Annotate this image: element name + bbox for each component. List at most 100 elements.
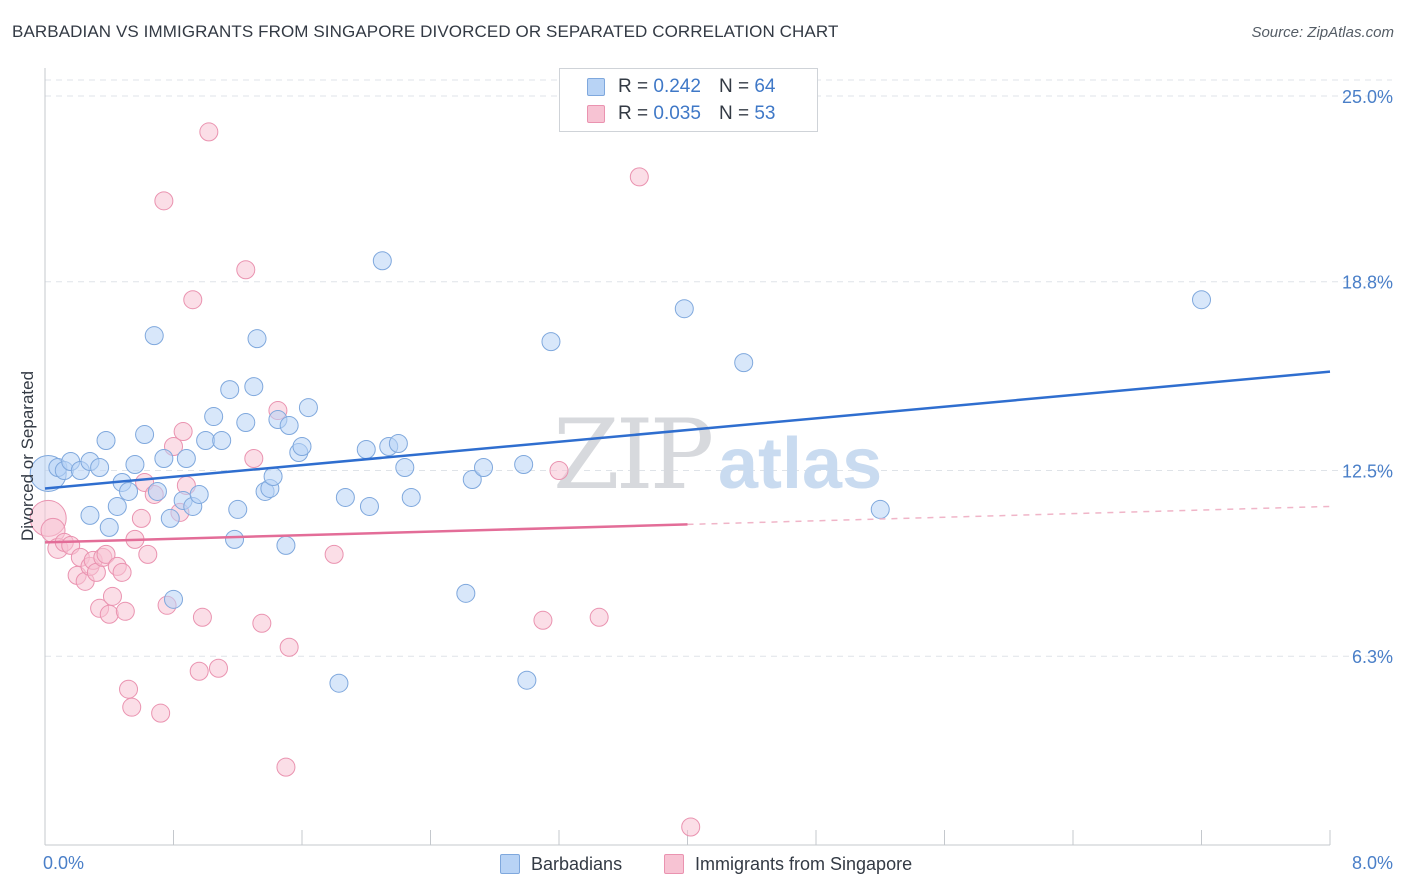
gridlines	[45, 79, 1392, 657]
data-point	[119, 481, 139, 501]
data-point	[462, 469, 482, 489]
data-point	[681, 817, 701, 837]
data-point	[517, 670, 537, 690]
data-point	[514, 454, 534, 474]
data-point	[236, 260, 256, 280]
series-legend: Barbadians Immigrants from Singapore	[0, 851, 1406, 877]
data-point	[173, 422, 193, 442]
data-point	[870, 499, 890, 519]
data-point	[734, 353, 754, 373]
data-point	[247, 329, 267, 349]
data-point	[474, 457, 494, 477]
data-point	[115, 601, 135, 621]
legend-item-singapore[interactable]: Immigrants from Singapore	[664, 851, 912, 877]
data-point	[147, 481, 167, 501]
data-point	[199, 122, 219, 142]
data-point	[292, 437, 312, 457]
legend-r-value: 0.242	[653, 76, 701, 97]
data-point	[176, 449, 196, 468]
trend-line-barbadians	[44, 370, 1331, 490]
data-point	[96, 544, 116, 564]
legend-n-value: 64	[754, 76, 776, 97]
data-point	[228, 499, 248, 519]
data-point	[276, 757, 296, 777]
data-point	[401, 487, 421, 507]
legend-swatch-pink	[664, 854, 684, 874]
data-point	[279, 416, 299, 436]
data-point	[144, 326, 164, 346]
data-point	[80, 505, 100, 525]
data-point	[122, 697, 142, 717]
legend-row-singapore: R = 0.035 N = 53	[560, 101, 775, 127]
legend-n-value: 53	[754, 103, 776, 124]
data-point	[456, 583, 476, 603]
x-tick-label-min: 0.0%	[43, 853, 84, 873]
data-point	[236, 413, 256, 433]
legend-r-label: R =	[618, 76, 649, 97]
data-point	[359, 496, 379, 516]
legend-swatch-blue	[500, 854, 520, 874]
data-point	[329, 673, 349, 693]
data-point	[154, 191, 174, 211]
data-point	[225, 529, 245, 549]
data-point	[533, 610, 553, 630]
data-point	[189, 484, 209, 504]
data-point	[160, 508, 180, 528]
data-point	[135, 425, 155, 445]
correlation-legend: R = 0.242 N = 64 R = 0.035 N = 53	[559, 68, 818, 132]
watermark: ZIP atlas	[553, 399, 882, 511]
data-point	[208, 658, 228, 678]
data-point	[138, 544, 158, 564]
data-point	[244, 377, 264, 397]
data-point	[388, 434, 408, 454]
trend-line-singapore	[44, 523, 688, 544]
x-tick-labels: 0.0% 8.0%	[43, 853, 1393, 873]
data-point	[151, 703, 171, 723]
legend-label-singapore: Immigrants from Singapore	[695, 853, 913, 874]
data-point	[125, 454, 145, 474]
legend-label-barbadians: Barbadians	[531, 853, 623, 874]
data-point	[154, 449, 174, 468]
data-point	[395, 457, 415, 477]
legend-r-value: 0.035	[653, 103, 701, 124]
data-point	[112, 562, 132, 582]
trend-line-singapore-extrapolated	[687, 505, 1331, 526]
data-point	[164, 589, 183, 609]
source-label: Source: ZipAtlas.com	[1251, 24, 1394, 41]
data-point	[356, 440, 376, 460]
data-point	[549, 460, 569, 480]
y-tick-label: 18.8%	[1342, 273, 1393, 293]
y-tick-label: 12.5%	[1342, 461, 1393, 481]
data-point	[192, 607, 212, 627]
y-tick-label: 6.3%	[1352, 647, 1393, 667]
data-point	[372, 251, 392, 271]
data-point	[263, 466, 283, 486]
data-point	[107, 496, 127, 516]
data-point	[99, 604, 119, 624]
data-point	[212, 431, 232, 451]
data-point	[279, 637, 299, 657]
data-point	[220, 380, 240, 400]
legend-n-label: N =	[718, 76, 750, 97]
data-point	[324, 544, 344, 564]
data-point	[131, 508, 151, 528]
data-point	[244, 449, 264, 468]
watermark-atlas: atlas	[718, 424, 882, 504]
data-point	[589, 607, 609, 627]
y-axis-label: Divorced or Separated	[18, 370, 37, 542]
watermark-zip: ZIP	[553, 399, 712, 511]
chart-title: BARBADIAN VS IMMIGRANTS FROM SINGAPORE D…	[12, 22, 839, 41]
data-point	[335, 487, 355, 507]
legend-swatch-pink	[587, 105, 605, 123]
data-point	[183, 290, 203, 310]
legend-r-label: R =	[618, 103, 649, 124]
legend-row-barbadians: R = 0.242 N = 64	[560, 74, 775, 100]
data-point	[119, 679, 139, 699]
data-point	[541, 332, 561, 352]
data-point	[1192, 290, 1211, 310]
data-point	[102, 586, 122, 606]
data-point	[298, 398, 318, 418]
blue-points	[29, 251, 1211, 693]
legend-item-barbadians[interactable]: Barbadians	[500, 851, 622, 877]
